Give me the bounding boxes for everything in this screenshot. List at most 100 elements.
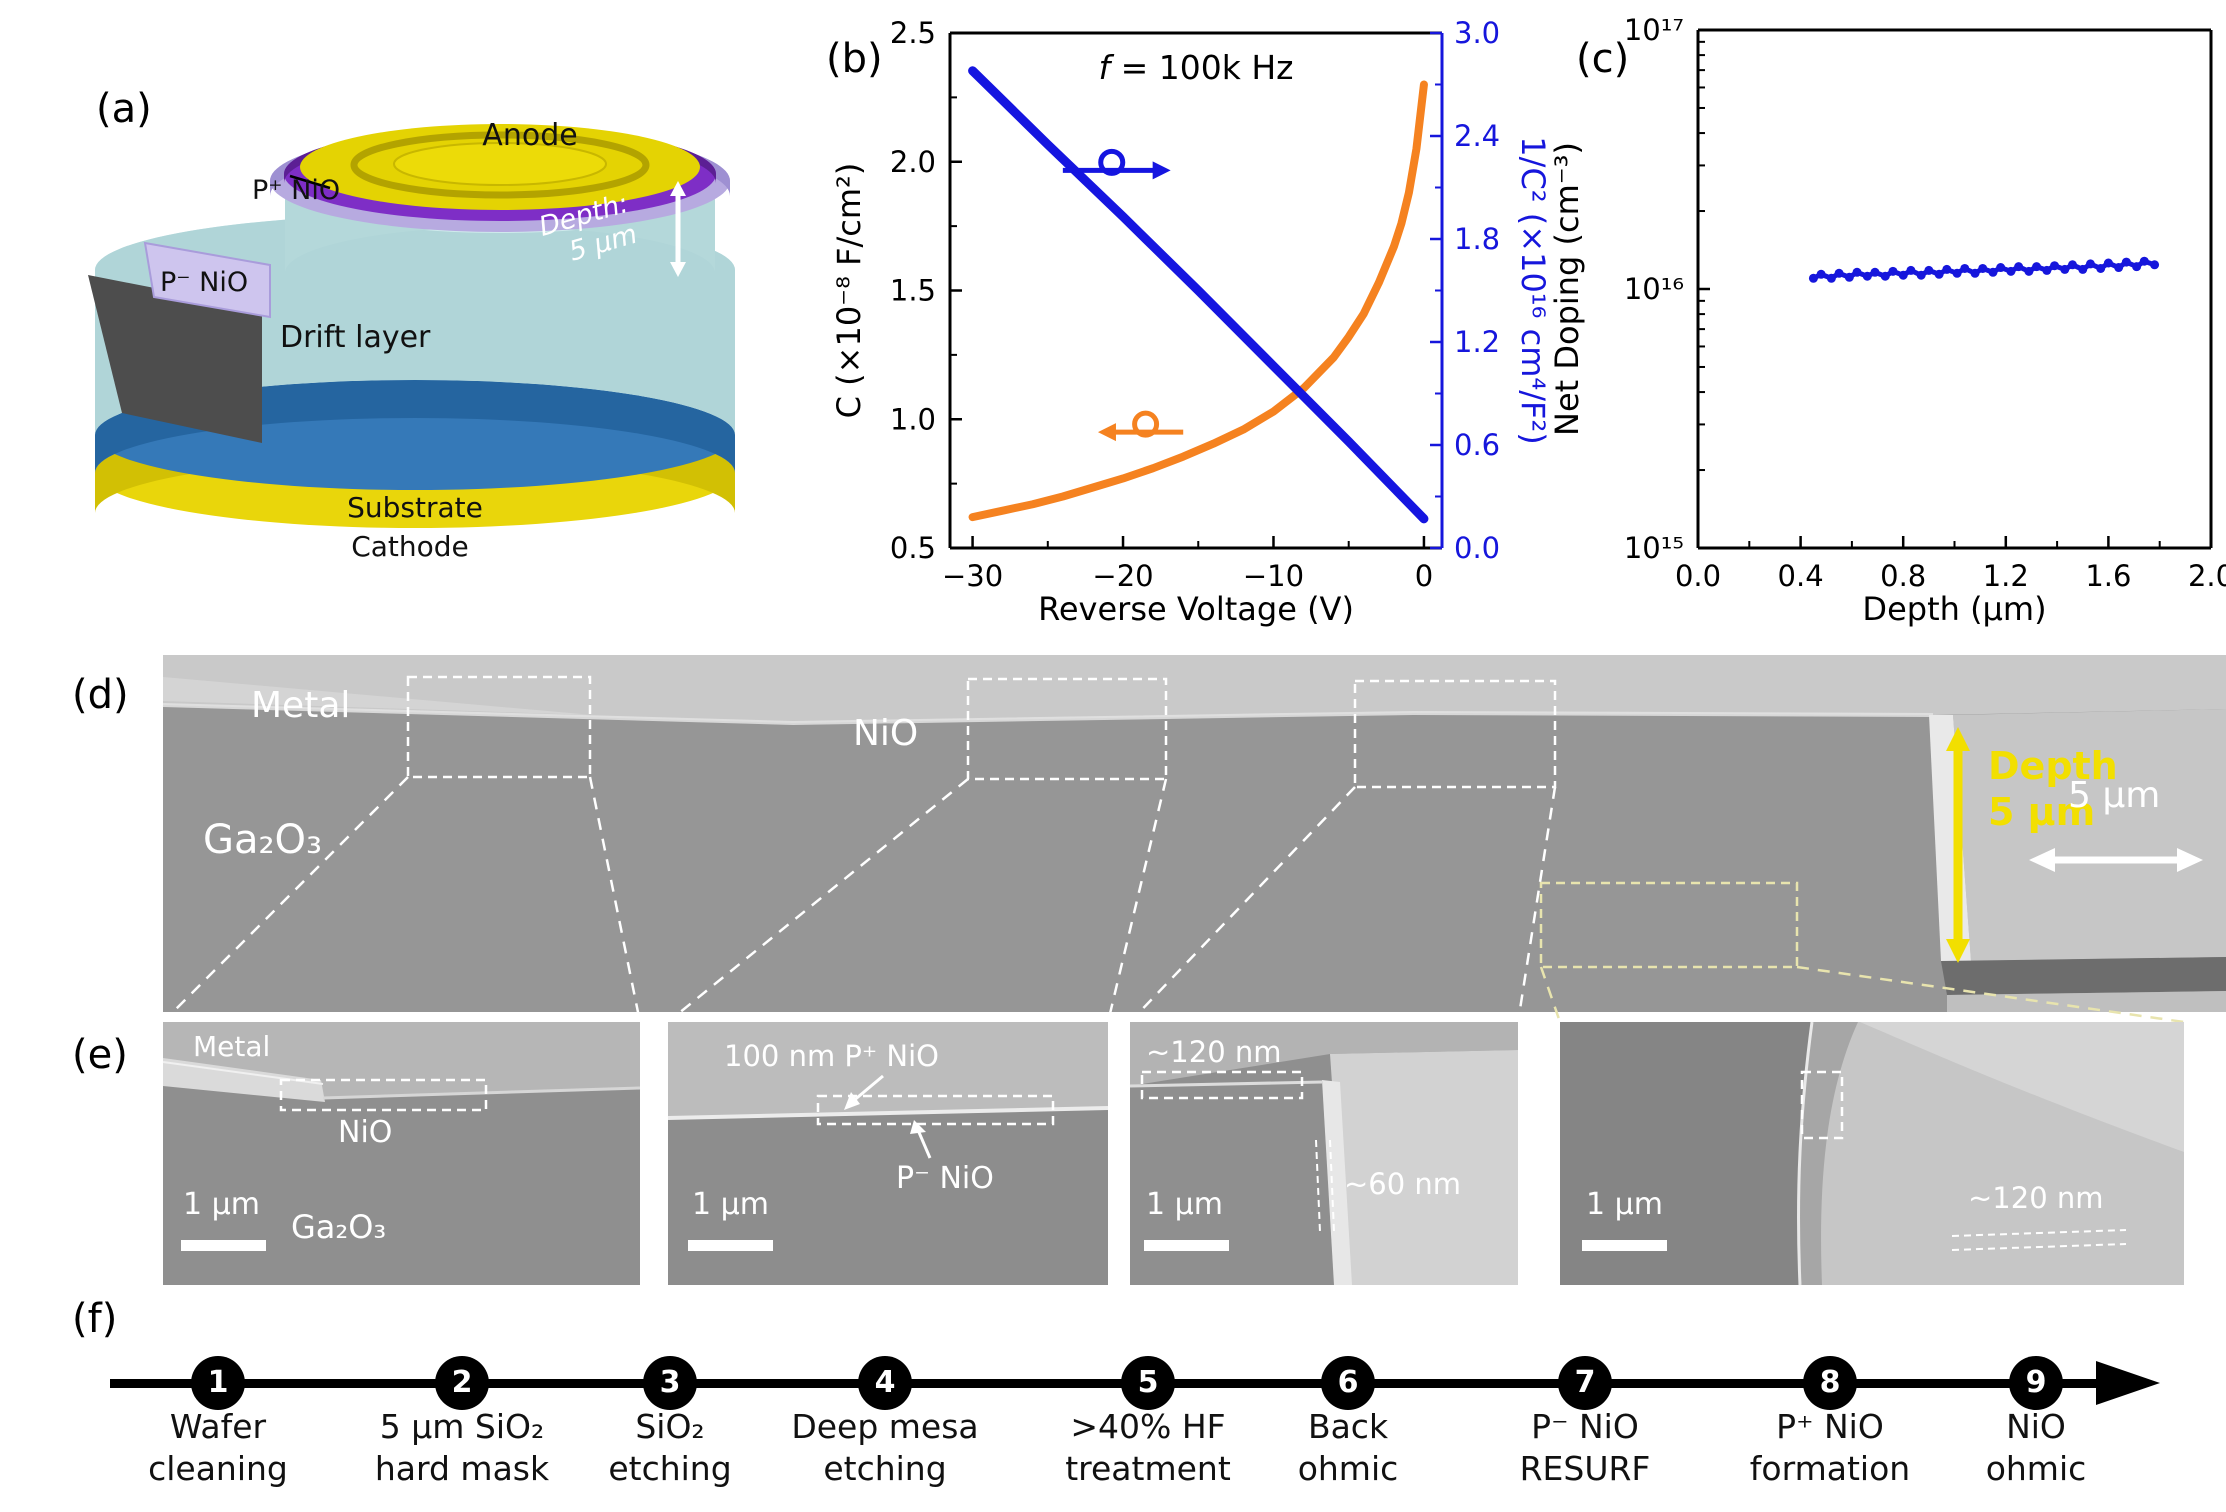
panel-label-e: (e)	[72, 1032, 128, 1078]
p-plus-arrow	[851, 1074, 884, 1104]
step-2-dot: 2	[435, 1356, 489, 1410]
zoom2-pplus-label: 100 nm P⁺ NiO	[724, 1039, 939, 1073]
etch-depth-arrow	[1946, 727, 1970, 963]
panel-label-f: (f)	[72, 1296, 118, 1342]
zoom3-scale-label: 1 μm	[1146, 1187, 1223, 1222]
zoom1-scale-label: 1 μm	[183, 1187, 260, 1222]
svg-text:1.5: 1.5	[890, 274, 936, 308]
step-4-dot: 4	[858, 1356, 912, 1410]
step-8-dot: 8	[1803, 1356, 1857, 1410]
p-minus-arrow	[916, 1129, 932, 1159]
p-minus-nio-label: P⁻ NiO	[160, 267, 248, 298]
step-3-label: SiO₂ etching	[608, 1407, 732, 1489]
zoom1-ga2o3-label: Ga₂O₃	[291, 1208, 386, 1246]
svg-text:Depth (μm): Depth (μm)	[1862, 590, 2046, 628]
anode-disc	[300, 124, 700, 210]
zoom-connector-lines	[162, 776, 2185, 1024]
svg-text:10¹⁵: 10¹⁵	[1624, 531, 1684, 565]
step-4-label: Deep mesa etching	[791, 1407, 979, 1489]
sem-image-background	[162, 655, 2226, 1012]
svg-text:0.8: 0.8	[1880, 559, 1926, 593]
zoom3-60nm-label: ~60 nm	[1344, 1167, 1461, 1201]
zoom3-120nm-label: ~120 nm	[1146, 1035, 1282, 1069]
panel-label-b: (b)	[826, 36, 883, 82]
p-plus-film-box	[816, 1094, 1055, 1126]
step-5-label: >40% HF treatment	[1065, 1407, 1231, 1489]
cv-chart: −30 −20 −10 0 0.5 1.0 1.5 2.0 2.5 0.0 0.6 1.2 1.8 2.4…	[830, 16, 1552, 628]
process-flow-line	[110, 1379, 2100, 1388]
sidewall-top-box	[1800, 1070, 1844, 1140]
step-9-dot: 9	[2009, 1356, 2063, 1410]
step-1-label: Wafer cleaning	[148, 1407, 288, 1489]
sem-zoom-1: Metal NiO Ga₂O₃ 1 μm	[162, 1022, 641, 1285]
sem-cross-section: Metal NiO Ga₂O₃ Depth 5 μm 5 μm	[162, 655, 2226, 1024]
svg-text:2.0: 2.0	[890, 145, 936, 179]
depth-arrow	[670, 181, 686, 277]
nio-label: NiO	[853, 713, 918, 754]
step-2-label: 5 μm SiO₂ hard mask	[374, 1407, 550, 1489]
step-7-dot: 7	[1558, 1356, 1612, 1410]
zoom3-scale-bar	[1144, 1240, 1229, 1251]
svg-text:1.8: 1.8	[1454, 222, 1500, 256]
floor-film-line-1	[1951, 1229, 2127, 1237]
svg-text:3.0: 3.0	[1454, 16, 1500, 50]
svg-text:−10: −10	[1243, 559, 1304, 593]
zoom4-120nm-label: ~120 nm	[1968, 1181, 2104, 1215]
sem-zoom-3: ~120 nm ~60 nm 1 μm	[1129, 1022, 1518, 1285]
zoom4-scale-label: 1 μm	[1586, 1187, 1663, 1222]
svg-text:−20: −20	[1092, 559, 1153, 593]
floor-film-line-2	[1951, 1243, 2127, 1251]
svg-text:1.0: 1.0	[890, 402, 936, 436]
substrate-label: Substrate	[347, 491, 483, 524]
zoom2-scale-label: 1 μm	[692, 1187, 769, 1222]
svg-text:0.6: 0.6	[1454, 428, 1500, 462]
svg-text:10¹⁶: 10¹⁶	[1624, 272, 1684, 306]
zoom2-pminus-label: P⁻ NiO	[896, 1161, 994, 1196]
sidewall-film-line-1	[1315, 1139, 1321, 1233]
doping-profile-chart: 0.0 0.4 0.8 1.2 1.6 2.0 10¹⁵ 10¹⁶ 10¹⁷ Depth (μm)…	[1548, 13, 2226, 628]
process-flow-arrowhead	[2096, 1361, 2160, 1405]
svg-text:2.0: 2.0	[2188, 559, 2226, 593]
scale-arrow	[2029, 848, 2203, 872]
step-3-dot: 3	[643, 1356, 697, 1410]
step-6-label: Back ohmic	[1297, 1407, 1399, 1489]
device-schematic: Anode P⁺ NiO P⁻ NiO Drift layer Depth: 5…	[88, 118, 735, 563]
zoom1-metal-label: Metal	[193, 1030, 270, 1063]
svg-text:C (×10⁻⁸ F/cm²): C (×10⁻⁸ F/cm²)	[830, 163, 868, 419]
svg-text:f = 100k Hz: f = 100k Hz	[1099, 48, 1294, 87]
p-plus-arrowhead	[844, 1092, 860, 1110]
zoom-boxes	[406, 675, 1799, 969]
panel-label-d: (d)	[72, 672, 129, 718]
zoom2-scale-bar	[688, 1240, 773, 1251]
cutaway-shadow	[88, 241, 271, 443]
p-minus-arrowhead	[910, 1120, 926, 1134]
step-8-label: P⁺ NiO formation	[1749, 1407, 1911, 1489]
zoom1-scale-bar	[181, 1240, 266, 1251]
svg-text:1.6: 1.6	[2085, 559, 2131, 593]
sidewall-film-line-2	[1329, 1139, 1335, 1233]
svg-text:0.0: 0.0	[1675, 559, 1721, 593]
svg-text:1.2: 1.2	[1983, 559, 2029, 593]
panel-label-a: (a)	[96, 86, 152, 132]
zoom1-nio-label: NiO	[338, 1115, 392, 1150]
zoom4-scale-bar	[1582, 1240, 1667, 1251]
svg-text:0.4: 0.4	[1778, 559, 1824, 593]
svg-text:10¹⁷: 10¹⁷	[1624, 13, 1684, 47]
svg-text:0.5: 0.5	[890, 531, 936, 565]
p-plus-pointer-line	[289, 174, 331, 190]
svg-text:1.2: 1.2	[1454, 325, 1500, 359]
svg-text:1/C² (×10¹⁶ cm⁴/F²): 1/C² (×10¹⁶ cm⁴/F²)	[1514, 136, 1552, 444]
depth-value-label: 5 μm	[1988, 790, 2095, 834]
nio-film-box	[279, 1078, 488, 1112]
svg-text:Net Doping (cm⁻³): Net Doping (cm⁻³)	[1548, 142, 1586, 436]
cathode-label: Cathode	[351, 530, 469, 563]
ga2o3-label: Ga₂O₃	[203, 817, 322, 863]
sem-zoom-4: ~120 nm 1 μm	[1560, 1021, 2184, 1286]
step-6-dot: 6	[1321, 1356, 1375, 1410]
panel-label-c: (c)	[1576, 36, 1630, 82]
svg-text:Reverse Voltage (V): Reverse Voltage (V)	[1038, 590, 1354, 628]
svg-text:2.4: 2.4	[1454, 119, 1500, 153]
p-plus-nio-label: P⁺ NiO	[252, 175, 340, 206]
drift-layer-label: Drift layer	[280, 320, 431, 355]
